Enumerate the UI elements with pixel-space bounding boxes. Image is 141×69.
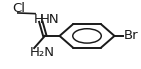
Text: HN: HN: [40, 13, 60, 26]
Text: Br: Br: [124, 29, 138, 42]
Text: H₂N: H₂N: [30, 46, 55, 59]
Text: Cl: Cl: [13, 2, 26, 15]
Text: H: H: [33, 13, 43, 26]
